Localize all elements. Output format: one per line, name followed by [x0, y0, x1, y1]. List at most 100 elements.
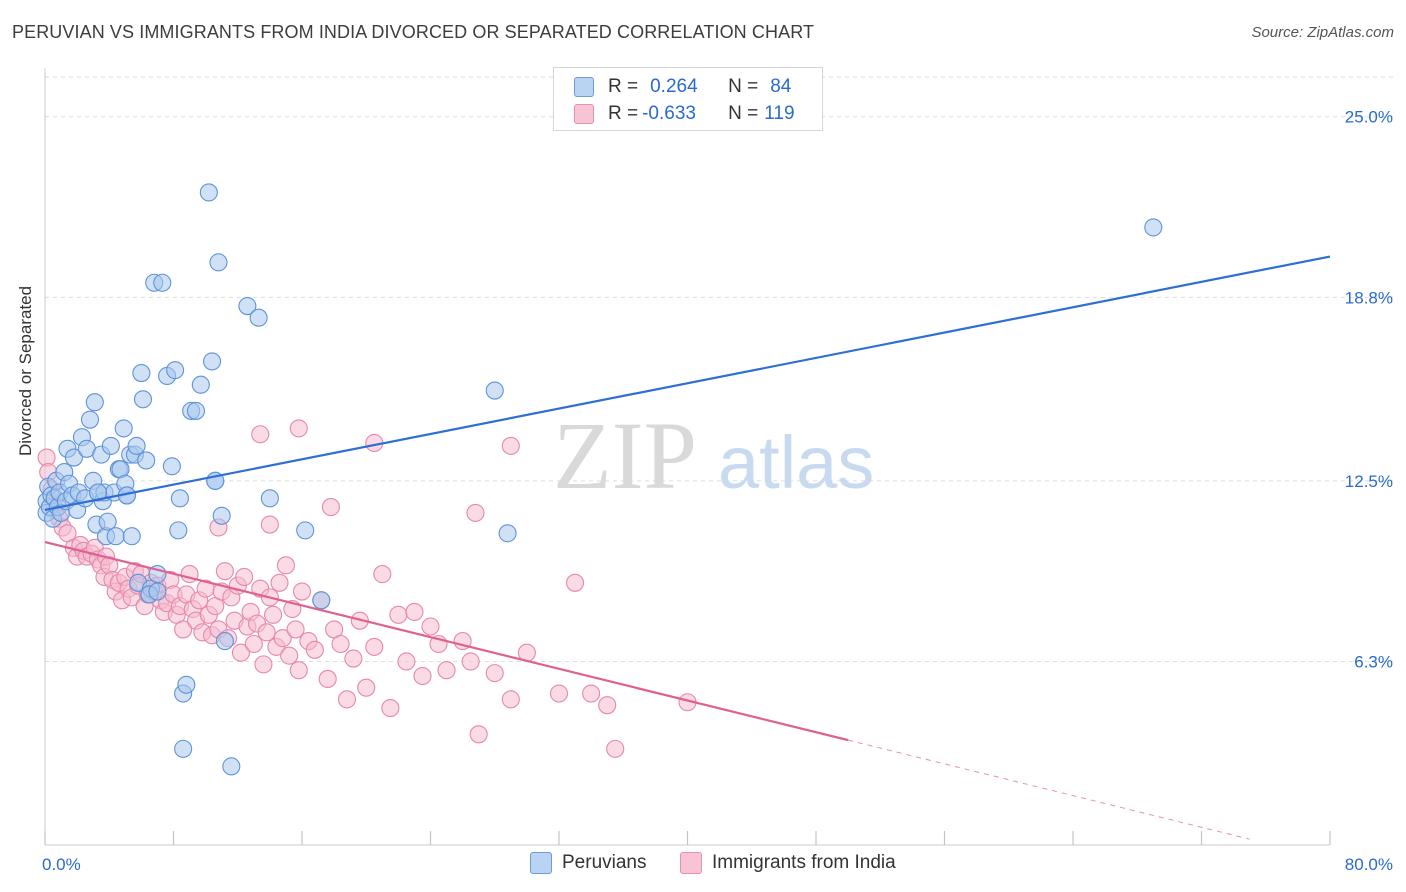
peruvian-point [127, 436, 146, 455]
india-swatch [574, 104, 594, 124]
peruvian-point [133, 390, 153, 409]
tick-labels: 6.3% 12.5% 18.8% 25.0% 0.0% 80.0% [42, 108, 1393, 874]
india-point [264, 605, 283, 624]
peruvian-point [148, 582, 167, 601]
india-point [273, 629, 292, 648]
x-tick-label-max: 80.0% [1345, 855, 1393, 874]
peruvian-point [101, 436, 120, 455]
y-tick-label: 18.8% [1345, 288, 1393, 307]
legend-n-value: 119 [764, 103, 795, 124]
trend-lines [44, 255, 1331, 840]
legend-n-label: N = [728, 103, 759, 124]
india-point [292, 582, 312, 601]
legend-r-value: 0.264 [650, 76, 698, 97]
peruvian-point [162, 457, 181, 476]
india-point [251, 425, 270, 444]
peruvians-legend-swatch [530, 852, 552, 874]
india-point [318, 669, 337, 688]
peruvian-point [249, 308, 268, 327]
india-point [280, 646, 299, 665]
india-point [270, 573, 289, 592]
legend-n-value: 84 [770, 76, 792, 97]
india-point [289, 419, 308, 438]
y-axis-label: Divorced or Separated [16, 285, 35, 456]
peruvian-point [186, 401, 206, 420]
india-point [485, 664, 504, 683]
peruvian-point [209, 253, 228, 272]
peruvians-trend-line [44, 255, 1331, 512]
india-point [257, 623, 276, 642]
peruvian-points [37, 183, 1163, 776]
india-point [357, 678, 376, 697]
watermark: ZIP atlas [553, 402, 874, 509]
india-point [365, 637, 384, 656]
india-point [437, 661, 456, 680]
source-label: Source: ZipAtlas.com [1251, 24, 1394, 41]
peruvian-point [106, 527, 125, 546]
india-point [331, 634, 350, 654]
india-point [305, 640, 324, 659]
india-point [501, 690, 520, 709]
peruvian-point [153, 273, 172, 292]
peruvian-point [174, 739, 193, 758]
peruvian-point [312, 591, 331, 610]
peruvian-point [166, 361, 185, 380]
legend-n-label: N = [728, 76, 759, 97]
peruvian-point [170, 489, 189, 508]
legend-row-india: R = -0.633 N = 119 [574, 102, 795, 126]
peruvian-point [132, 364, 151, 383]
india-trend-line [44, 540, 849, 742]
india-point [582, 684, 601, 703]
watermark-zip: ZIP [553, 402, 697, 509]
india-point [286, 620, 305, 639]
india-point [421, 617, 440, 636]
india-point [235, 567, 254, 587]
india-point [381, 699, 400, 718]
legend-row-peruvians: R = 0.264 N = 84 [574, 75, 791, 99]
india-legend-swatch [680, 852, 702, 874]
peruvian-point [98, 512, 117, 531]
chart-title: PERUVIAN VS IMMIGRANTS FROM INDIA DIVORC… [12, 22, 815, 42]
y-tick-label: 6.3% [1354, 652, 1393, 671]
india-point [215, 562, 234, 581]
india-point [566, 573, 585, 592]
peruvian-point [498, 524, 517, 543]
india-point [337, 690, 357, 709]
peruvian-point [137, 451, 156, 470]
india-point [231, 643, 251, 662]
peruvian-point [177, 675, 196, 694]
peruvians-legend-label: Peruvians [562, 852, 647, 873]
india-point [289, 661, 308, 680]
peruvian-point [238, 297, 257, 316]
india-point [461, 652, 480, 671]
india-point [397, 652, 416, 671]
india-point [254, 655, 273, 674]
india-point [344, 649, 363, 668]
series-legend-peruvians: Peruvians [530, 852, 647, 874]
peruvian-point [85, 393, 104, 412]
india-point [405, 602, 424, 621]
legend-r-label: R = [608, 103, 639, 124]
india-point [260, 515, 279, 534]
peruvian-point [222, 757, 241, 776]
india-point [174, 620, 193, 639]
india-trend-extension [848, 739, 1250, 840]
y-tick-label: 25.0% [1345, 108, 1393, 127]
india-point [389, 605, 408, 624]
peruvian-point [80, 410, 100, 429]
peruvian-point [296, 521, 315, 540]
x-tick-label-min: 0.0% [42, 855, 81, 874]
watermark-atlas: atlas [718, 421, 874, 504]
correlation-legend: R = 0.264 N = 84 R = -0.633 N = 119 [553, 67, 823, 131]
india-point [606, 739, 625, 758]
peruvian-point [1144, 218, 1163, 237]
peruvian-point [485, 381, 504, 400]
peruvian-point [88, 483, 108, 502]
india-point [501, 436, 520, 455]
india-point [466, 503, 485, 522]
peruvian-point [199, 183, 218, 202]
india-point [413, 666, 432, 686]
y-tick-label: 12.5% [1345, 472, 1393, 491]
peruvian-point [64, 448, 83, 467]
